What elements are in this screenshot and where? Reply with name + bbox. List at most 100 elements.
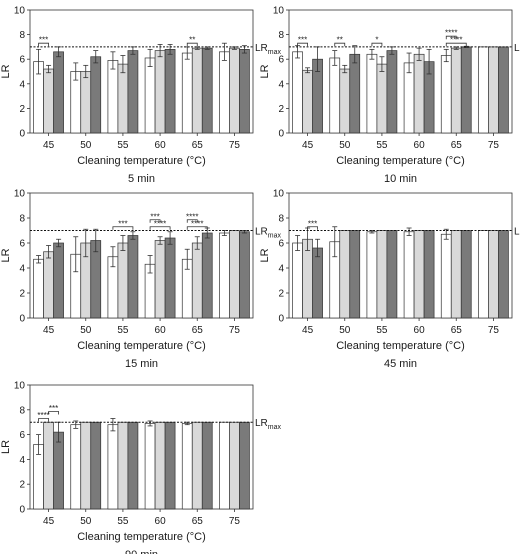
reference-label-main: LR <box>255 418 268 429</box>
x-tick-label: 60 <box>155 325 167 336</box>
x-tick-label: 75 <box>488 325 500 336</box>
x-tick-label: 75 <box>229 325 241 336</box>
panel-title: 10 min <box>384 173 417 185</box>
bar <box>386 50 398 134</box>
reference-label-main: LR <box>514 227 520 238</box>
x-tick-label: 45 <box>43 516 55 527</box>
x-axis-label: Cleaning temperature (°C) <box>336 155 465 167</box>
bar <box>413 230 425 319</box>
panel-title: 90 min <box>125 549 158 554</box>
significance-label: **** <box>191 219 203 228</box>
panel-title: 15 min <box>125 358 158 370</box>
x-tick-label: 65 <box>192 140 204 151</box>
x-tick-label: 55 <box>117 140 129 151</box>
bar <box>219 232 230 319</box>
bar <box>90 56 102 134</box>
y-tick-label: 6 <box>278 55 284 66</box>
y-tick-label: 8 <box>19 214 25 225</box>
bar <box>349 53 361 134</box>
bar <box>144 57 156 134</box>
significance-bracket <box>149 226 171 230</box>
bar <box>219 51 230 134</box>
x-tick-label: 55 <box>117 325 129 336</box>
bar <box>107 424 119 510</box>
bar <box>488 230 499 319</box>
panel-title: 45 min <box>384 358 417 370</box>
bar <box>302 69 313 134</box>
bar <box>460 46 472 134</box>
bar <box>43 251 54 319</box>
y-tick-label: 6 <box>19 55 25 66</box>
reference-label: LRmax <box>514 227 520 240</box>
y-tick-label: 2 <box>278 289 284 300</box>
significance-bracket <box>186 42 198 47</box>
bar <box>229 421 240 510</box>
significance-label: *** <box>49 404 58 413</box>
y-tick-label: 0 <box>278 314 284 325</box>
x-tick-label: 50 <box>339 140 351 151</box>
bar <box>498 230 509 319</box>
significance-label: **** <box>186 212 198 221</box>
bar <box>339 230 351 319</box>
bar <box>154 240 166 319</box>
x-tick-label: 60 <box>414 325 426 336</box>
x-tick-label: 50 <box>80 325 92 336</box>
significance-bracket <box>186 219 198 223</box>
panel-title: 5 min <box>128 173 155 185</box>
bar <box>164 237 176 319</box>
x-tick-label: 65 <box>451 325 463 336</box>
bar <box>154 421 166 510</box>
plot-frame <box>29 384 254 510</box>
significance-label: **** <box>154 219 166 228</box>
reference-label-sub: max <box>268 233 282 240</box>
x-axis-label: Cleaning temperature (°C) <box>77 531 206 543</box>
bar <box>127 235 139 319</box>
bar <box>201 421 213 510</box>
y-tick-label: 10 <box>14 381 26 392</box>
x-tick-label: 45 <box>302 140 314 151</box>
y-tick-label: 4 <box>278 79 284 90</box>
bar <box>33 258 44 319</box>
bar <box>154 50 166 134</box>
bar <box>201 232 213 319</box>
x-axis-label: Cleaning temperature (°C) <box>336 340 465 352</box>
bar <box>191 421 203 510</box>
significance-label: **** <box>450 36 462 45</box>
bar <box>80 421 92 510</box>
significance-label: *** <box>118 219 127 228</box>
bar <box>164 49 176 134</box>
bar <box>229 47 240 134</box>
bar <box>349 230 361 319</box>
significance-label: *** <box>39 36 48 45</box>
y-tick-label: 0 <box>19 505 25 516</box>
significance-bracket <box>334 42 346 47</box>
significance-bracket <box>445 42 467 47</box>
y-tick-label: 2 <box>19 480 25 491</box>
bar <box>70 424 82 510</box>
bar <box>239 421 250 510</box>
bar <box>450 47 462 134</box>
y-tick-label: 8 <box>278 30 284 41</box>
reference-label: LRmax <box>255 43 282 56</box>
y-tick-label: 8 <box>19 405 25 416</box>
reference-label: LRmax <box>255 227 282 240</box>
significance-label: *** <box>308 219 317 228</box>
x-tick-label: 50 <box>339 325 351 336</box>
bar <box>53 51 64 134</box>
x-tick-label: 65 <box>451 140 463 151</box>
bar <box>53 431 64 510</box>
bar <box>201 47 213 134</box>
significance-label: * <box>375 36 378 45</box>
y-tick-label: 10 <box>273 189 285 200</box>
y-axis-label: LR <box>0 248 12 262</box>
y-tick-label: 2 <box>278 104 284 115</box>
x-tick-label: 45 <box>43 140 55 151</box>
y-tick-label: 2 <box>19 289 25 300</box>
y-tick-label: 0 <box>19 129 25 140</box>
bar <box>329 57 341 134</box>
bar <box>127 421 139 510</box>
bar <box>413 53 425 134</box>
reference-label-main: LR <box>514 43 520 54</box>
